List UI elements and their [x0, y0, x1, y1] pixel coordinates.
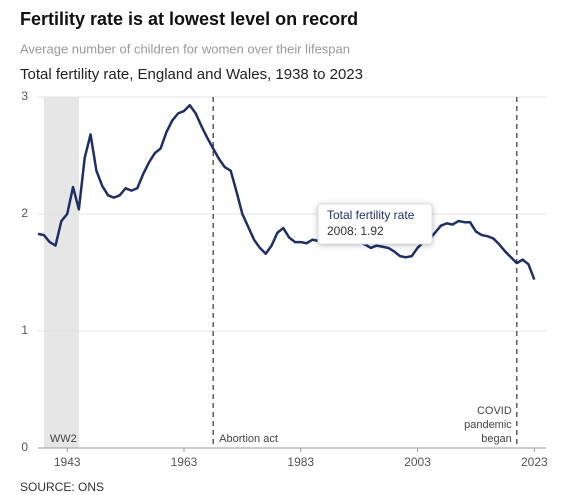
x-tick-label: 2023: [521, 455, 548, 469]
y-tick-label: 1: [21, 323, 28, 337]
y-tick-label: 0: [21, 440, 28, 454]
event-label: pandemic: [464, 419, 512, 431]
region-label: WW2: [50, 433, 77, 445]
subtitle: Average number of children for women ove…: [20, 41, 350, 56]
chart-subtitle: Total fertility rate, England and Wales,…: [20, 66, 363, 83]
x-tick-label: 1943: [54, 455, 81, 469]
x-tick-label: 2003: [404, 455, 431, 469]
x-tick-label: 1983: [287, 455, 314, 469]
source: SOURCE: ONS: [20, 480, 104, 494]
event-label: began: [481, 433, 512, 445]
chart-title: Fertility rate is at lowest level on rec…: [20, 9, 358, 29]
data-line: [37, 103, 536, 280]
tooltip-title: Total fertility rate: [327, 208, 415, 222]
y-tick-label: 2: [21, 206, 28, 220]
tooltip: Total fertility rate 2008: 1.92: [317, 203, 433, 245]
event-label: Abortion act: [219, 433, 278, 445]
shaded-region: [43, 97, 79, 448]
tooltip-text: 2008: 1.92: [327, 224, 384, 238]
y-tick-label: 3: [21, 89, 28, 103]
event-label: COVID: [477, 405, 512, 417]
x-tick-label: 1963: [171, 455, 198, 469]
tooltip-box: [317, 203, 433, 245]
